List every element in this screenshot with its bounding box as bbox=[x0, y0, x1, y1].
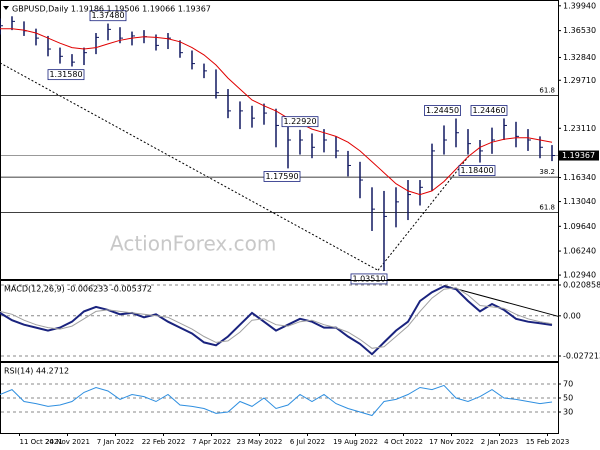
y-tick-label: 1.36530 bbox=[563, 26, 596, 35]
price-label: 1.18400 bbox=[460, 166, 493, 175]
indicator-line bbox=[0, 384, 553, 417]
x-tick-label: 24 Nov 2021 bbox=[45, 438, 90, 446]
price-label: 1.31580 bbox=[49, 70, 82, 79]
price-label-box bbox=[47, 69, 85, 81]
x-tick-label: 23 May 2022 bbox=[237, 438, 283, 446]
x-tick-label: 11 Oct 2021 bbox=[20, 438, 63, 446]
price-label-box bbox=[281, 116, 319, 128]
price-label: 1.24460 bbox=[472, 106, 505, 115]
y-tick-label: -0.027213 bbox=[563, 351, 600, 360]
last-price-label: 1.19367 bbox=[562, 151, 595, 160]
trendline bbox=[377, 154, 470, 271]
x-tick-label: 17 Nov 2022 bbox=[429, 438, 474, 446]
last-price-box bbox=[559, 150, 599, 161]
y-tick-label: 1.39940 bbox=[563, 1, 596, 10]
y-tick-label: 1.16340 bbox=[563, 173, 596, 182]
x-tick-label: 22 Feb 2022 bbox=[142, 438, 186, 446]
price-label-box bbox=[424, 105, 461, 116]
price-label: 1.03510 bbox=[352, 274, 385, 283]
price-label: 1.24450 bbox=[426, 106, 459, 115]
x-tick-label: 19 Aug 2022 bbox=[333, 438, 378, 446]
watermark: ActionForex.com bbox=[110, 232, 276, 256]
y-tick-label: 0.020858 bbox=[563, 281, 600, 290]
y-tick-label: 1.09640 bbox=[563, 222, 596, 231]
indicator-line bbox=[0, 287, 553, 349]
symbol-icon bbox=[3, 6, 9, 10]
y-tick-label: 1.13040 bbox=[563, 197, 596, 206]
y-tick-label: 1.29710 bbox=[563, 76, 596, 85]
y-tick-label: 1.02940 bbox=[563, 271, 596, 280]
price-label-box bbox=[470, 105, 508, 116]
panel-title: GBPUSD,Daily 1.19186 1.19506 1.19066 1.1… bbox=[12, 5, 211, 14]
price-label: 1.22920 bbox=[283, 117, 316, 126]
price-label-box bbox=[350, 273, 388, 285]
indicator-line bbox=[0, 285, 553, 356]
level-label: 38.2 bbox=[539, 168, 555, 176]
price-label-box bbox=[458, 165, 496, 176]
x-tick-label: 15 Feb 2023 bbox=[526, 438, 570, 446]
panel-frame bbox=[0, 280, 559, 362]
y-tick-label: 30 bbox=[563, 408, 573, 417]
price-label-box bbox=[263, 171, 301, 182]
panel-frame bbox=[0, 0, 559, 280]
panel-title: RSI(14) 44.2712 bbox=[4, 367, 69, 376]
price-label: 1.37480 bbox=[91, 11, 124, 20]
y-tick-label: 70 bbox=[563, 380, 573, 389]
trendline bbox=[443, 285, 559, 317]
x-tick-label: 7 Jan 2022 bbox=[97, 438, 135, 446]
y-tick-label: 1.32840 bbox=[563, 53, 596, 62]
x-tick-label: 2 Jan 2023 bbox=[481, 438, 519, 446]
x-tick-label: 7 Apr 2022 bbox=[192, 438, 231, 446]
price-label-box bbox=[89, 10, 127, 22]
panel-title: MACD(12,26,9) -0.006233 -0.005372 bbox=[4, 285, 152, 294]
y-tick-label: 1.06240 bbox=[563, 247, 596, 256]
y-tick-label: 50 bbox=[563, 394, 573, 403]
x-tick-label: 4 Oct 2022 bbox=[384, 438, 423, 446]
y-tick-label: 1.23110 bbox=[563, 124, 596, 133]
price-label: 1.17590 bbox=[265, 172, 298, 181]
x-tick-label: 6 Jul 2022 bbox=[290, 438, 325, 446]
y-tick-label: 0.00 bbox=[563, 311, 581, 320]
level-label: 61.8 bbox=[539, 203, 555, 211]
level-label: 61.8 bbox=[539, 87, 555, 95]
moving-average bbox=[0, 28, 553, 196]
